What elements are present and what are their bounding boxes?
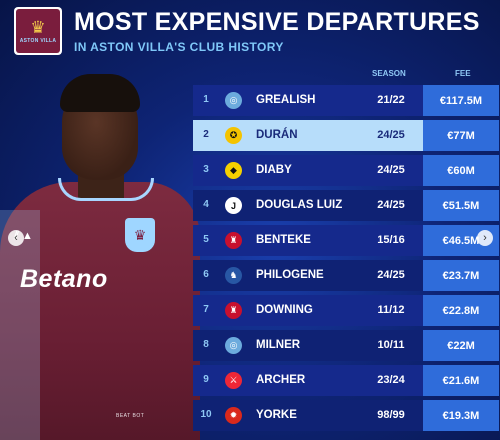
lion-icon: ♛ <box>30 17 46 37</box>
table-row: 4 J DOUGLAS LUIZ 24/25 €51.5M <box>193 190 499 221</box>
column-header-season: SEASON <box>372 69 406 78</box>
liverpool-logo-icon: ♜ <box>225 302 242 319</box>
row-rank: 4 <box>203 199 209 210</box>
ipswich-logo-icon: ♞ <box>225 267 242 284</box>
al-ittihad-logo-icon: ◆ <box>225 162 242 179</box>
table-row: 6 ♞ PHILOGENE 24/25 €23.7M <box>193 260 499 291</box>
player-hair <box>60 74 140 112</box>
table-row: 10 ✹ YORKE 98/99 €19.3M <box>193 400 499 431</box>
table-row: 8 ◎ MILNER 10/11 €22M <box>193 330 499 361</box>
table-row: 7 ♜ DOWNING 11/12 €22.8M <box>193 295 499 326</box>
transfer-fee: €19.3M <box>423 400 499 431</box>
crest-label: ASTON VILLA <box>19 37 57 44</box>
shirt-collar <box>58 178 154 201</box>
transfer-season: 11/12 <box>377 304 405 316</box>
transfer-season: 21/22 <box>377 94 405 106</box>
transfer-fee: €77M <box>423 120 499 151</box>
carousel-prev-button[interactable]: ‹ <box>8 230 24 246</box>
liverpool-logo-icon: ♜ <box>225 232 242 249</box>
transfer-season: 15/16 <box>377 234 405 246</box>
player-photo: ⫽ ▲ ♛ Betano BEAT BOT <box>0 60 205 440</box>
sheffield-united-logo-icon: ⚔ <box>225 372 242 389</box>
transfer-season: 98/99 <box>377 409 405 421</box>
player-name: GREALISH <box>256 94 316 106</box>
player-name: DURÁN <box>256 129 298 141</box>
sleeve-stripe <box>0 210 40 440</box>
player-name: DIABY <box>256 164 292 176</box>
transfer-season: 24/25 <box>377 164 405 176</box>
player-name: MILNER <box>256 339 301 351</box>
transfer-season: 24/25 <box>377 129 405 141</box>
table-row: 3 ◆ DIABY 24/25 €60M <box>193 155 499 186</box>
row-rank: 7 <box>203 304 209 315</box>
transfer-season: 10/11 <box>377 339 405 351</box>
table-row: 1 ◎ GREALISH 21/22 €117.5M <box>193 85 499 116</box>
manchester-united-logo-icon: ✹ <box>225 407 242 424</box>
transfer-fee: €51.5M <box>423 190 499 221</box>
row-rank: 8 <box>203 339 209 350</box>
shirt-sponsor: Betano <box>20 265 108 293</box>
column-header-fee: FEE <box>455 69 471 78</box>
transfer-fee: €22.8M <box>423 295 499 326</box>
player-name: BENTEKE <box>256 234 311 246</box>
row-rank: 5 <box>203 234 209 245</box>
row-rank: 6 <box>203 269 209 280</box>
row-rank: 2 <box>203 129 209 140</box>
page-subtitle: IN ASTON VILLA'S CLUB HISTORY <box>74 40 284 54</box>
player-name: ARCHER <box>256 374 306 386</box>
club-badge-icon: ♛ <box>125 218 155 252</box>
table-row: 2 ✪ DURÁN 24/25 €77M <box>193 120 499 151</box>
manchester-city-logo-icon: ◎ <box>225 337 242 354</box>
player-name: DOWNING <box>256 304 313 316</box>
player-name: DOUGLAS LUIZ <box>256 199 343 211</box>
transfer-fee: €21.6M <box>423 365 499 396</box>
row-rank: 9 <box>203 374 209 385</box>
transfer-season: 24/25 <box>377 269 405 281</box>
transfer-fee: €60M <box>423 155 499 186</box>
row-rank: 3 <box>203 164 209 175</box>
table-row: 9 ⚔ ARCHER 23/24 €21.6M <box>193 365 499 396</box>
carousel-next-button[interactable]: › <box>477 230 493 246</box>
player-name: PHILOGENE <box>256 269 324 281</box>
al-nassr-logo-icon: ✪ <box>225 127 242 144</box>
juventus-logo-icon: J <box>225 197 242 214</box>
aston-villa-crest: ♛ ASTON VILLA <box>14 7 62 55</box>
transfer-fee: €22M <box>423 330 499 361</box>
transfer-fee: €117.5M <box>423 85 499 116</box>
table-row: 5 ♜ BENTEKE 15/16 €46.5M <box>193 225 499 256</box>
transfer-fee: €23.7M <box>423 260 499 291</box>
player-name: YORKE <box>256 409 297 421</box>
transfer-season: 24/25 <box>377 199 405 211</box>
manchester-city-logo-icon: ◎ <box>225 92 242 109</box>
shirt-small-print: BEAT BOT <box>116 413 145 419</box>
page-title: MOST EXPENSIVE DEPARTURES <box>74 8 480 36</box>
row-rank: 1 <box>203 94 209 105</box>
row-rank: 10 <box>200 409 212 420</box>
player-shirt <box>0 182 200 440</box>
transfer-season: 23/24 <box>377 374 405 386</box>
